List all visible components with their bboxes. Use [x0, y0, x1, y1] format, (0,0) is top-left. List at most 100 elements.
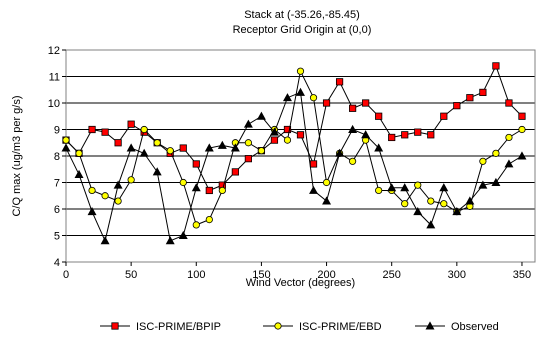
data-point-triangle [400, 183, 410, 192]
data-point-circle [244, 139, 252, 147]
legend-label: Observed [451, 321, 499, 333]
data-point-square [127, 120, 135, 128]
data-point-triangle [87, 207, 97, 216]
data-point-circle [375, 186, 383, 195]
data-point-triangle [452, 207, 462, 216]
x-tick-label: 250 [383, 269, 401, 281]
data-point-triangle [309, 185, 319, 194]
data-point-circle [296, 67, 305, 75]
data-point-square [414, 128, 422, 136]
data-point-square [518, 112, 526, 120]
data-point-triangle [465, 196, 475, 205]
data-point-triangle [100, 236, 110, 245]
data-point-triangle [322, 196, 332, 205]
data-point-triangle [217, 140, 227, 149]
data-point-circle [492, 149, 500, 157]
data-point-triangle [491, 177, 501, 186]
data-point-square [479, 88, 487, 96]
data-point-square [296, 131, 305, 139]
data-point-circle [114, 197, 122, 205]
data-point-triangle [374, 143, 384, 152]
data-point-square [401, 131, 409, 139]
data-point-square [335, 78, 344, 86]
x-tick-label: 50 [125, 269, 137, 281]
data-point-triangle [256, 111, 266, 120]
x-tick-label: 350 [513, 269, 531, 281]
data-point-circle [427, 197, 435, 205]
data-point-circle [309, 94, 318, 102]
y-tick-label: 11 [49, 72, 60, 84]
data-point-triangle [504, 159, 514, 168]
legend: ISC-PRIME/BPIP ISC-PRIME/EBD Observed [100, 321, 499, 333]
data-point-triangle [425, 321, 435, 330]
data-point-circle [127, 176, 135, 184]
data-point-square [88, 125, 96, 134]
data-point-triangle [178, 230, 188, 239]
data-point-circle [479, 157, 487, 165]
data-point-square [101, 128, 109, 136]
data-point-triangle [204, 143, 214, 152]
data-point-circle [153, 139, 161, 147]
data-point-square [270, 136, 279, 144]
x-tick-label: 200 [317, 269, 335, 281]
series-triangle [61, 87, 527, 245]
data-point-triangle [165, 236, 175, 245]
data-point-circle [218, 186, 226, 195]
data-point-triangle [413, 207, 423, 216]
data-point-square [322, 99, 331, 107]
y-tick-label: 10 [48, 98, 60, 110]
data-point-square [283, 125, 292, 134]
data-point-triangle [113, 180, 123, 189]
y-tick-label: 5 [54, 231, 60, 243]
chart-subtitle: Receptor Grid Origin at (0,0) [233, 24, 372, 36]
data-point-square [192, 160, 200, 168]
data-point-square [453, 102, 461, 110]
data-point-square [179, 144, 187, 152]
data-point-square [388, 133, 396, 142]
data-point-triangle [282, 93, 292, 102]
data-point-triangle [74, 169, 84, 178]
data-point-circle [322, 178, 331, 187]
series-line [65, 91, 523, 243]
data-point-circle [440, 200, 448, 208]
y-tick-label: 4 [54, 257, 60, 269]
series [61, 62, 527, 245]
data-point-square [111, 322, 119, 330]
y-tick-label: 9 [54, 125, 60, 137]
data-point-square [244, 155, 252, 163]
data-point-circle [101, 192, 109, 200]
data-point-triangle [361, 130, 371, 139]
data-point-circle [518, 125, 526, 134]
data-point-triangle [478, 180, 488, 189]
data-point-square [505, 99, 513, 107]
y-tick-label: 6 [54, 204, 60, 216]
data-point-circle [88, 186, 96, 195]
data-point-circle [283, 136, 292, 144]
data-point-circle [274, 322, 282, 330]
legend-item: ISC-PRIME/EBD [263, 321, 382, 333]
data-point-square [466, 94, 474, 102]
data-point-circle [166, 147, 174, 155]
data-point-triangle [139, 148, 149, 157]
data-point-square [492, 62, 500, 70]
x-tick-label: 150 [252, 269, 270, 281]
data-point-triangle [517, 151, 527, 160]
legend-item: Observed [415, 321, 499, 333]
y-axis-label: C/Q max (ug/m3 per g/s) [11, 95, 23, 216]
x-tick-label: 100 [187, 269, 205, 281]
data-point-square [375, 112, 383, 120]
legend-label: ISC-PRIME/BPIP [136, 321, 221, 333]
y-tick-label: 12 [48, 45, 60, 57]
axes: 4 5 6 7 8 9 10 11 12 0 50 100 150 200 250 300 350 [48, 45, 531, 281]
data-point-triangle [61, 143, 71, 152]
data-point-square [231, 168, 239, 176]
data-point-square [427, 131, 435, 139]
data-point-triangle [348, 124, 358, 133]
x-axis-label: Wind Vector (degrees) [246, 277, 355, 289]
x-tick-label: 0 [63, 269, 69, 281]
data-point-circle [179, 178, 187, 187]
data-point-triangle [387, 183, 397, 192]
data-point-triangle [152, 167, 162, 176]
data-point-triangle [335, 148, 345, 157]
